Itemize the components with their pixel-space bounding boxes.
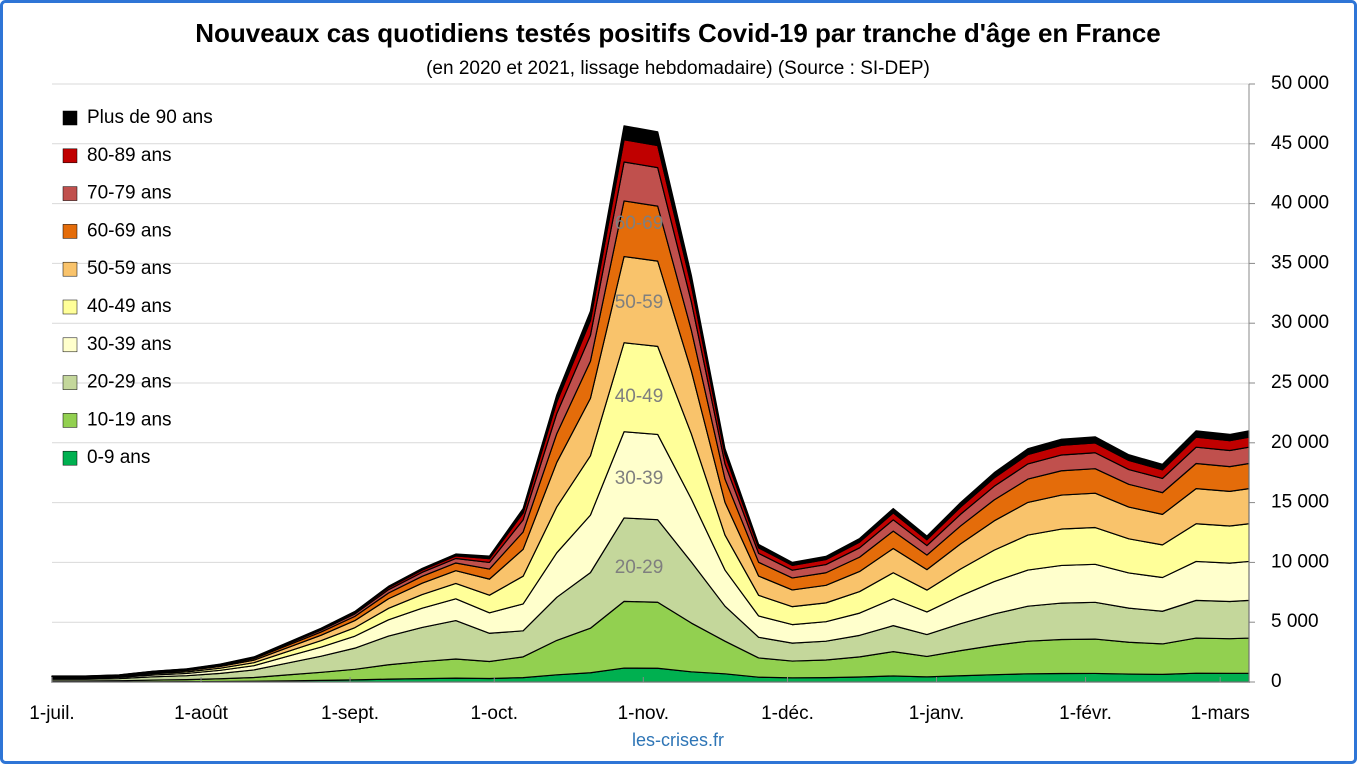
legend-swatch [62,110,78,126]
x-tick-label: 1-janv. [909,703,965,724]
x-tick-label: 1-nov. [618,703,669,724]
chart-title: Nouveaux cas quotidiens testés positifs … [195,18,1161,48]
x-tick-label: 1-févr. [1059,703,1112,724]
legend-swatch [62,337,78,353]
x-tick-label: 1-oct. [470,703,518,724]
legend-label: 10-19 ans [87,409,172,430]
x-tick-label: 1-sept. [321,703,379,724]
legend-label: 0-9 ans [87,447,150,468]
legend-swatch [62,224,78,239]
x-tick-label: 1-mars [1191,703,1250,724]
y-tick-label: 0 [1271,671,1282,692]
legend-swatch [62,299,78,315]
y-tick-label: 20 000 [1271,432,1329,453]
annotation: 20-29 [615,557,664,578]
x-tick-label: 1-août [174,703,229,724]
y-tick-label: 45 000 [1271,133,1329,154]
source: les-crises.fr [632,730,724,750]
legend-label: 40-49 ans [87,296,172,317]
y-tick-label: 5 000 [1271,611,1319,632]
legend-label: 80-89 ans [87,145,172,166]
legend-label: 30-39 ans [87,334,172,355]
x-tick-label: 1-juil. [29,703,74,724]
y-tick-label: 10 000 [1271,551,1329,572]
legend-swatch [62,148,78,164]
y-tick-label: 40 000 [1271,193,1329,214]
annotation: 30-39 [615,468,664,489]
annotation: 50-59 [615,292,664,313]
y-tick-label: 35 000 [1271,252,1329,273]
legend-label: Plus de 90 ans [87,107,213,128]
annotation: 40-49 [615,386,664,407]
y-tick-label: 30 000 [1271,312,1329,333]
legend-swatch [62,413,78,428]
chart-subtitle: (en 2020 et 2021, lissage hebdomadaire) … [426,58,930,79]
legend-label: 20-29 ans [87,372,172,393]
y-tick-label: 25 000 [1271,372,1329,393]
annotation: 60-69 [615,213,664,234]
legend-swatch [62,375,78,390]
legend-swatch [62,186,78,201]
legend-label: 70-79 ans [87,183,172,204]
y-tick-label: 50 000 [1271,73,1329,94]
y-tick-label: 15 000 [1271,492,1329,513]
legend-label: 60-69 ans [87,220,172,241]
legend-swatch [62,450,78,466]
legend-label: 50-59 ans [87,258,172,279]
legend-swatch [62,261,78,277]
x-tick-label: 1-déc. [761,703,814,724]
